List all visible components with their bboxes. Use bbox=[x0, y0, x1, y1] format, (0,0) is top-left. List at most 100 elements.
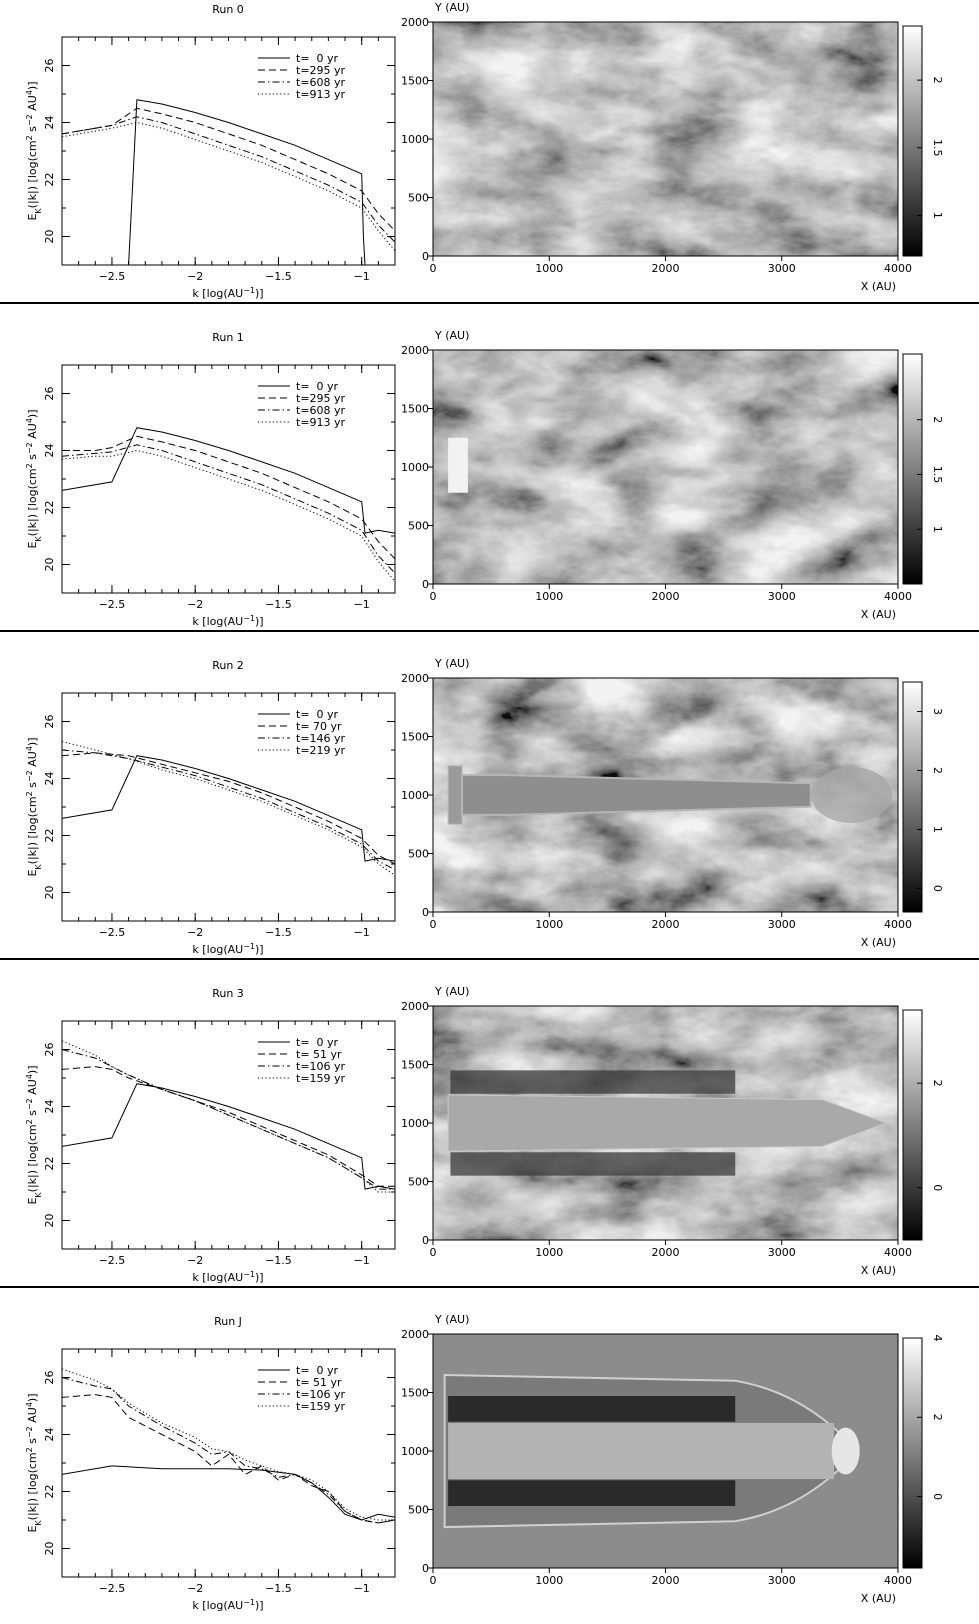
cavity-upper bbox=[448, 1396, 736, 1422]
map-image bbox=[433, 678, 898, 912]
legend-label: t=913 yr bbox=[296, 416, 346, 429]
map-x-tick-label: 2000 bbox=[652, 262, 680, 275]
series-line bbox=[62, 1377, 395, 1524]
map-image bbox=[433, 350, 898, 584]
map-y-tick-label: 500 bbox=[408, 1176, 429, 1189]
legend-label: t= 0 yr bbox=[296, 1036, 339, 1049]
map-y-label: Y (AU) bbox=[434, 657, 469, 670]
series-line bbox=[62, 449, 395, 582]
legend-label: t= 51 yr bbox=[296, 1376, 342, 1389]
panel-row-1: Run 1 −2.5 −2 −1.5 −1 20 22 24 26 k [log(AU−1)] EK… bbox=[0, 328, 979, 640]
map-x-tick-label: 0 bbox=[430, 1574, 437, 1587]
chart-title: Run 1 bbox=[212, 331, 244, 344]
x-tick-label: −1 bbox=[354, 270, 370, 283]
map-x-tick-label: 0 bbox=[430, 918, 437, 931]
colorbar bbox=[902, 1337, 923, 1569]
map-image bbox=[433, 1334, 898, 1568]
x-tick-label: −2.5 bbox=[99, 926, 126, 939]
y-tick-label: 24 bbox=[43, 772, 56, 786]
map-x-tick-label: 1000 bbox=[535, 1574, 563, 1587]
map-x-tick-label: 1000 bbox=[535, 918, 563, 931]
panel-row-3: Run 3 −2.5 −2 −1.5 −1 20 22 24 26 k [log(AU−1)] EK… bbox=[0, 984, 979, 1296]
y-tick-label: 22 bbox=[43, 1485, 56, 1499]
map-x-tick-label: 1000 bbox=[535, 1246, 563, 1259]
y-tick-label: 26 bbox=[43, 59, 56, 73]
colorbar-tick-label: 0 bbox=[931, 885, 944, 892]
map-y-tick-label: 1500 bbox=[401, 1387, 429, 1400]
series-line bbox=[62, 1083, 395, 1190]
panel-row-2: Run 2 −2.5 −2 −1.5 −1 20 22 24 26 k [log(AU−1)] EK… bbox=[0, 656, 979, 968]
y-tick-label: 22 bbox=[43, 829, 56, 843]
legend-label: t= 70 yr bbox=[296, 720, 342, 733]
y-tick-label: 24 bbox=[43, 444, 56, 458]
series-line bbox=[62, 121, 395, 252]
x-tick-label: −2.5 bbox=[99, 598, 126, 611]
turbulent-texture bbox=[433, 22, 898, 256]
map-y-tick-label: 2000 bbox=[401, 344, 429, 357]
x-tick-label: −2 bbox=[187, 1254, 203, 1267]
x-tick-label: −2 bbox=[187, 926, 203, 939]
density-map: Y (AU) X (AU) 0 1000 2000 3000 4000 0 500 1000 150… bbox=[401, 329, 944, 621]
chart-title: Run 3 bbox=[212, 987, 244, 1000]
x-tick-label: −2.5 bbox=[99, 270, 126, 283]
legend-label: t=106 yr bbox=[296, 1060, 346, 1073]
colorbar-tick-label: 1.5 bbox=[931, 466, 944, 484]
map-y-tick-label: 1000 bbox=[401, 1117, 429, 1130]
series-group bbox=[62, 99, 395, 265]
legend-label: t=219 yr bbox=[296, 744, 346, 757]
legend-label: t=608 yr bbox=[296, 76, 346, 89]
map-x-tick-label: 4000 bbox=[884, 1574, 912, 1587]
jet-head bbox=[831, 1427, 860, 1475]
x-tick-label: −1.5 bbox=[265, 1582, 292, 1595]
jet-beam bbox=[447, 1094, 888, 1152]
map-y-label: Y (AU) bbox=[434, 1, 469, 14]
map-y-tick-label: 1500 bbox=[401, 75, 429, 88]
map-x-tick-label: 3000 bbox=[768, 918, 796, 931]
map-y-tick-label: 0 bbox=[422, 1562, 429, 1575]
map-x-tick-label: 4000 bbox=[884, 1246, 912, 1259]
colorbar bbox=[902, 353, 923, 585]
legend-label: t=146 yr bbox=[296, 732, 346, 745]
map-y-tick-label: 1000 bbox=[401, 133, 429, 146]
series-line bbox=[62, 1394, 395, 1524]
map-x-tick-label: 2000 bbox=[652, 590, 680, 603]
y-tick-label: 26 bbox=[43, 1371, 56, 1385]
jet-inlet bbox=[447, 765, 463, 825]
density-map: Y (AU) X (AU) 0 1000 2000 3000 4000 0 500 1000 150… bbox=[401, 657, 944, 949]
x-axis-label: k [log(AU−1)] bbox=[192, 942, 263, 957]
map-x-tick-label: 1000 bbox=[535, 590, 563, 603]
x-tick-label: −1 bbox=[354, 926, 370, 939]
density-map: Y (AU) X (AU) 0 1000 2000 3000 4000 0 500 1000 150… bbox=[401, 1, 944, 293]
energy-spectrum-chart: Run 0 −2.5 −2 −1.5 −1 20 22 24 26 k [log(AU−1)] EK… bbox=[25, 3, 396, 300]
y-tick-label: 20 bbox=[43, 1214, 56, 1228]
colorbar-tick-label: 1 bbox=[931, 212, 944, 219]
map-x-tick-label: 3000 bbox=[768, 1574, 796, 1587]
panel-divider bbox=[0, 630, 979, 632]
x-tick-label: −2.5 bbox=[99, 1582, 126, 1595]
y-tick-label: 24 bbox=[43, 1428, 56, 1442]
map-y-tick-label: 0 bbox=[422, 250, 429, 263]
panel-divider bbox=[0, 1286, 979, 1288]
series-line bbox=[62, 444, 395, 574]
legend-label: t= 0 yr bbox=[296, 380, 339, 393]
series-group bbox=[62, 740, 395, 876]
series-line bbox=[62, 1066, 395, 1187]
map-y-label: Y (AU) bbox=[434, 985, 469, 998]
plot-frame bbox=[61, 1020, 396, 1250]
map-image bbox=[433, 22, 898, 256]
series-line bbox=[62, 755, 395, 862]
panel-divider bbox=[0, 958, 979, 960]
map-y-tick-label: 1500 bbox=[401, 731, 429, 744]
series-line bbox=[62, 116, 395, 243]
y-tick-label: 22 bbox=[43, 1157, 56, 1171]
map-x-label: X (AU) bbox=[861, 1592, 896, 1605]
map-x-tick-label: 0 bbox=[430, 590, 437, 603]
map-y-label: Y (AU) bbox=[434, 1313, 469, 1326]
map-y-tick-label: 500 bbox=[408, 520, 429, 533]
energy-spectrum-chart: Run J −2.5 −2 −1.5 −1 20 22 24 26 k [log(AU−1)] EK… bbox=[25, 1315, 396, 1612]
y-tick-label: 20 bbox=[43, 230, 56, 244]
map-y-tick-label: 500 bbox=[408, 192, 429, 205]
map-y-tick-label: 500 bbox=[408, 848, 429, 861]
colorbar-tick-label: 2 bbox=[931, 1414, 944, 1421]
density-map: Y (AU) X (AU) 0 1000 2000 3000 4000 0 500 1000 150… bbox=[401, 1313, 944, 1605]
